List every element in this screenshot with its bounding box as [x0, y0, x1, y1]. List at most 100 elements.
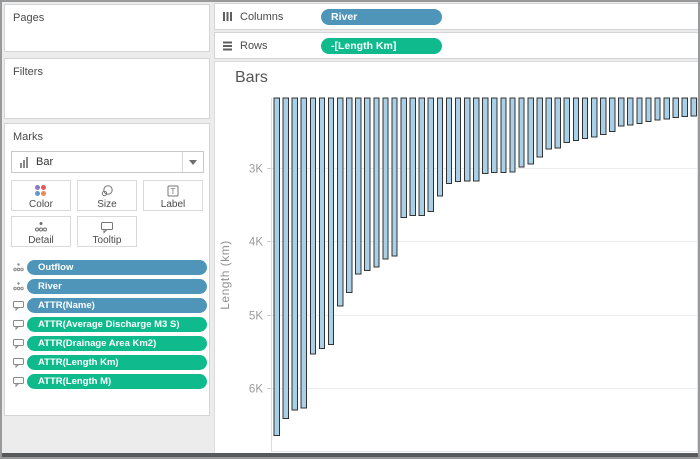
marks-pill-attr-name[interactable]: ATTR(Name)	[27, 298, 207, 313]
bar[interactable]	[654, 97, 661, 121]
chevron-down-icon	[189, 159, 197, 165]
bar[interactable]	[645, 97, 652, 122]
columns-pill-river[interactable]: River	[321, 9, 442, 25]
columns-icon	[221, 10, 234, 23]
bar[interactable]	[436, 97, 444, 197]
marks-pill-row: Outflow	[9, 260, 207, 275]
bar[interactable]	[427, 97, 434, 213]
rows-shelf[interactable]: Rows -[Length Km]	[214, 32, 698, 59]
marks-pill-attr-drainage-area[interactable]: ATTR(Drainage Area Km2)	[27, 336, 207, 351]
label-button-label: Label	[160, 199, 186, 210]
bar[interactable]	[309, 97, 317, 355]
detail-icon	[33, 219, 49, 235]
bar-chart-svg[interactable]: 3K 4K 5K 6K Length (km)	[215, 62, 699, 455]
chart-title: Bars	[235, 69, 268, 86]
columns-shelf-label: Columns	[240, 10, 284, 23]
marks-pill-attr-length-km[interactable]: ATTR(Length Km)	[27, 355, 207, 370]
bar[interactable]	[473, 97, 480, 182]
svg-text:T: T	[171, 187, 176, 196]
bar[interactable]	[336, 97, 344, 307]
chart-view: Bars 3K 4K 5K 6K Length (km)	[214, 61, 699, 456]
bar[interactable]	[364, 97, 371, 272]
color-dots-icon	[35, 183, 47, 199]
bar[interactable]	[409, 97, 416, 217]
tooltip-button[interactable]: Tooltip	[77, 216, 137, 247]
bar[interactable]	[391, 97, 398, 257]
tooltip-button-label: Tooltip	[92, 235, 122, 246]
bar[interactable]	[545, 97, 552, 150]
detail-icon	[9, 261, 27, 274]
bar[interactable]	[563, 97, 571, 143]
bar[interactable]	[355, 97, 362, 275]
detail-button[interactable]: Detail	[11, 216, 71, 247]
bar[interactable]	[346, 97, 353, 294]
bar[interactable]	[518, 97, 525, 168]
marks-pill-row: ATTR(Name)	[9, 298, 207, 313]
bar[interactable]	[681, 97, 688, 118]
y-axis-tick-label: 5K	[249, 311, 263, 323]
bar[interactable]	[282, 97, 289, 420]
marks-pill-attr-average-discharge[interactable]: ATTR(Average Discharge M3 S)	[27, 317, 207, 332]
mark-type-value: Bar	[36, 156, 54, 168]
mark-type-dropdown[interactable]: Bar	[11, 151, 204, 173]
marks-pill-row: ATTR(Length M)	[9, 374, 207, 389]
bar[interactable]	[581, 97, 589, 140]
marks-label: Marks	[13, 131, 43, 143]
rows-shelf-label: Rows	[240, 39, 268, 52]
marks-pill-river[interactable]: River	[27, 279, 207, 294]
bar[interactable]	[418, 97, 425, 216]
bar[interactable]	[690, 97, 698, 117]
marks-pill-row: ATTR(Average Discharge M3 S)	[9, 317, 207, 332]
bar[interactable]	[590, 97, 598, 138]
bar[interactable]	[572, 97, 580, 142]
rows-icon	[221, 39, 234, 52]
marks-pill-attr-length-m[interactable]: ATTR(Length M)	[27, 374, 207, 389]
size-icon	[99, 183, 115, 199]
tooltip-icon	[9, 375, 27, 388]
size-button[interactable]: Size	[77, 180, 137, 211]
pages-card[interactable]: Pages	[4, 4, 210, 52]
bar[interactable]	[618, 97, 625, 127]
bar[interactable]	[536, 97, 543, 158]
bar[interactable]	[627, 97, 634, 126]
size-button-label: Size	[97, 199, 117, 210]
bar[interactable]	[318, 97, 326, 350]
bar[interactable]	[663, 97, 670, 120]
bar[interactable]	[554, 97, 561, 149]
rows-pill-length-km[interactable]: -[Length Km]	[321, 38, 442, 54]
bar[interactable]	[445, 97, 453, 184]
y-axis-label: Length (km)	[218, 240, 232, 310]
bar[interactable]	[672, 97, 679, 118]
bar[interactable]	[382, 97, 389, 260]
bar[interactable]	[500, 97, 507, 173]
bar[interactable]	[491, 97, 498, 173]
bar[interactable]	[509, 97, 516, 173]
marks-pill-outflow[interactable]: Outflow	[27, 260, 207, 275]
bar[interactable]	[527, 97, 534, 165]
marks-pill-row: ATTR(Length Km)	[9, 355, 207, 370]
bar[interactable]	[463, 97, 471, 182]
y-axis-tick-label: 4K	[249, 237, 263, 249]
bar[interactable]	[636, 97, 643, 124]
bar[interactable]	[327, 97, 335, 346]
bar[interactable]	[482, 97, 489, 175]
filters-card[interactable]: Filters	[4, 58, 210, 119]
bar[interactable]	[300, 97, 308, 409]
bar[interactable]	[291, 97, 298, 411]
columns-shelf[interactable]: Columns River	[214, 3, 698, 30]
tooltip-icon	[9, 337, 27, 350]
color-button-label: Color	[29, 199, 53, 210]
bar[interactable]	[400, 97, 407, 218]
label-button[interactable]: T Label	[143, 180, 203, 211]
mark-type-dropdown-button[interactable]	[182, 152, 203, 172]
bar[interactable]	[273, 97, 280, 437]
bar[interactable]	[373, 97, 380, 268]
color-button[interactable]: Color	[11, 180, 71, 211]
bar[interactable]	[454, 97, 462, 183]
bar[interactable]	[600, 97, 607, 135]
tooltip-icon	[9, 318, 27, 331]
detail-icon	[9, 280, 27, 293]
marks-pill-row: River	[9, 279, 207, 294]
bar[interactable]	[609, 97, 616, 132]
